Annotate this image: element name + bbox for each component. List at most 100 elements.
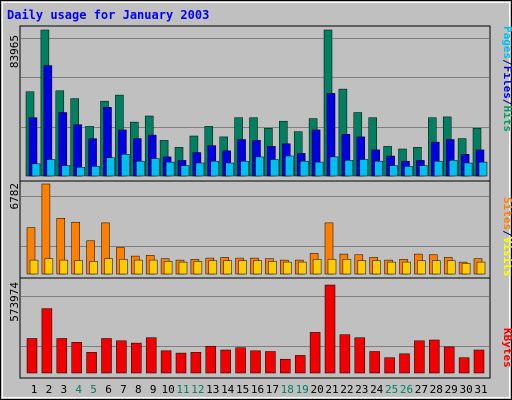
bar-sites-day-19: [297, 261, 307, 275]
bar-kbytes-day-7: [116, 340, 127, 374]
day-label-23: 23: [355, 383, 368, 396]
bar-sites-day-14: [223, 260, 232, 275]
bar-kbytes-day-10: [160, 350, 172, 374]
day-label-27: 27: [415, 383, 428, 396]
bar-pages-day-6: [106, 157, 115, 177]
day-label-3: 3: [60, 383, 67, 396]
bar-kbytes-day-1: [26, 338, 38, 374]
bar-pages-day-8: [136, 160, 145, 177]
day-label-13: 13: [206, 383, 219, 396]
bar-pages-day-26: [404, 166, 413, 177]
legend-part-middle-2: Visits: [501, 237, 512, 277]
legend-part-bottom-0: KBytes: [501, 328, 512, 368]
day-label-12: 12: [191, 383, 204, 396]
bar-kbytes-day-19: [294, 355, 306, 374]
legend-part-top-2: Files: [501, 66, 512, 99]
bar-pages-day-27: [419, 165, 428, 177]
bar-sites-day-9: [148, 259, 158, 275]
day-label-25: 25: [385, 383, 398, 396]
chart-title: Daily usage for January 2003: [7, 8, 209, 22]
bar-sites-day-20: [312, 259, 322, 275]
bar-pages-day-11: [180, 165, 190, 177]
day-label-29: 29: [445, 383, 458, 396]
bar-sites-day-8: [134, 259, 143, 275]
bar-pages-day-16: [255, 156, 264, 177]
bar-pages-day-30: [463, 162, 473, 177]
bar-kbytes-day-9: [145, 337, 157, 374]
bar-pages-day-17: [270, 159, 279, 177]
legend-part-top-0: Pages: [501, 26, 512, 59]
bar-kbytes-day-8: [131, 342, 142, 374]
bar-sites-day-15: [238, 260, 247, 275]
day-label-9: 9: [150, 383, 157, 396]
day-label-11: 11: [176, 383, 189, 396]
bar-pages-day-10: [165, 161, 175, 177]
bar-sites-day-21: [327, 259, 337, 275]
bar-pages-day-1: [31, 163, 41, 177]
bar-sites-day-22: [342, 259, 352, 275]
day-label-24: 24: [370, 383, 384, 396]
day-label-30: 30: [459, 383, 472, 396]
bar-kbytes-day-22: [339, 334, 351, 374]
bar-kbytes-day-2: [41, 308, 53, 374]
legend-part-top-3: /: [501, 99, 512, 106]
bar-kbytes-day-24: [369, 351, 380, 374]
day-label-31: 31: [474, 383, 487, 396]
bar-kbytes-day-27: [414, 340, 425, 374]
bar-pages-day-24: [374, 160, 383, 177]
bar-pages-day-12: [195, 162, 205, 177]
day-label-22: 22: [340, 383, 353, 396]
bar-kbytes-day-18: [280, 358, 291, 374]
panel-top-max-label: 83965: [8, 35, 21, 68]
bar-kbytes-day-14: [220, 349, 231, 374]
bar-pages-day-21: [329, 156, 339, 177]
bar-pages-day-9: [150, 158, 160, 177]
bar-pages-day-19: [299, 160, 309, 177]
bar-kbytes-day-28: [429, 339, 440, 374]
bar-pages-day-23: [359, 159, 369, 177]
bar-kbytes-day-30: [458, 357, 470, 374]
bar-kbytes-day-12: [190, 352, 202, 374]
bar-pages-day-25: [389, 165, 398, 177]
day-label-4: 4: [75, 383, 82, 396]
bar-kbytes-day-20: [309, 332, 321, 374]
bar-sites-day-1: [29, 259, 39, 275]
bar-sites-day-18: [283, 261, 292, 275]
day-label-26: 26: [400, 383, 413, 396]
bar-pages-day-4: [76, 167, 85, 177]
bar-kbytes-day-6: [101, 338, 112, 374]
bar-sites-day-29: [446, 260, 456, 275]
bar-pages-day-3: [61, 165, 71, 177]
day-label-28: 28: [430, 383, 443, 396]
bar-pages-day-14: [225, 162, 234, 177]
bar-sites-day-23: [357, 260, 367, 275]
day-label-21: 21: [325, 383, 338, 396]
day-label-20: 20: [310, 383, 323, 396]
day-label-16: 16: [251, 383, 264, 396]
bar-sites-day-3: [59, 259, 69, 275]
day-label-15: 15: [236, 383, 249, 396]
bar-kbytes-day-21: [324, 284, 336, 374]
bar-sites-day-5: [89, 261, 98, 275]
bar-kbytes-day-3: [56, 338, 68, 374]
day-label-17: 17: [266, 383, 279, 396]
bar-kbytes-day-11: [175, 352, 187, 374]
bar-sites-day-26: [402, 261, 411, 275]
legend-pages-files-hits: Pages/Files/Hits: [501, 26, 512, 132]
bars: [25, 29, 488, 374]
bar-pages-day-13: [210, 160, 220, 177]
bar-kbytes-day-13: [205, 345, 217, 374]
legend-part-middle-1: /: [501, 230, 512, 237]
bar-kbytes-day-5: [86, 352, 97, 374]
day-label-19: 19: [296, 383, 309, 396]
bar-pages-day-18: [285, 155, 294, 177]
bar-sites-day-2: [44, 258, 54, 275]
bar-sites-day-28: [432, 260, 441, 275]
bar-kbytes-day-31: [473, 349, 485, 374]
bar-sites-day-16: [253, 260, 262, 275]
day-label-1: 1: [31, 383, 38, 396]
bar-kbytes-day-25: [384, 357, 395, 374]
legend-part-middle-0: Sites: [501, 197, 512, 230]
